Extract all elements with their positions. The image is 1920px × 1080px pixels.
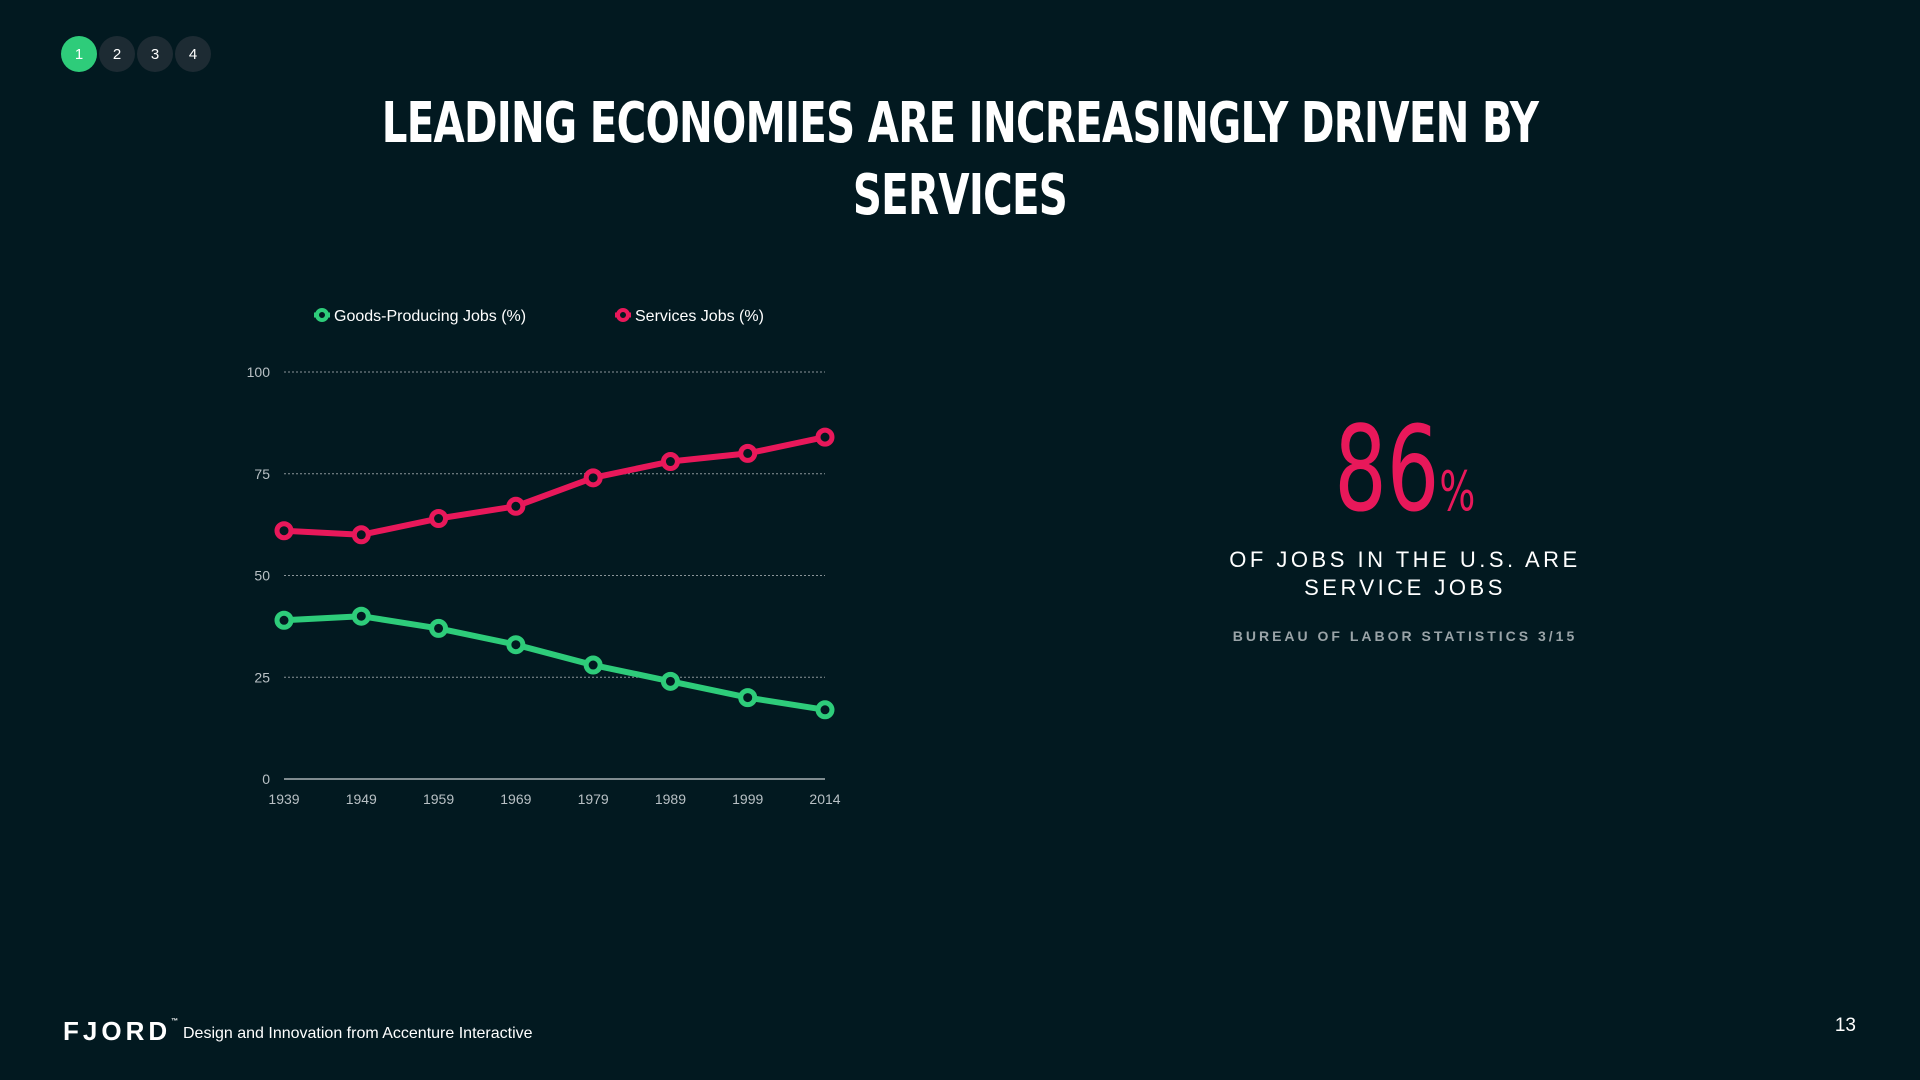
- data-point: [351, 606, 371, 626]
- x-tick-label: 1989: [655, 791, 686, 807]
- x-tick-label: 2014: [809, 791, 840, 807]
- stat-caption-line-1: OF JOBS IN THE U.S. ARE: [1229, 547, 1581, 572]
- footer-tagline: Design and Innovation from Accenture Int…: [183, 1025, 533, 1042]
- stat-caption-line-2: SERVICE JOBS: [1304, 575, 1506, 600]
- stat-block: 86% OF JOBS IN THE U.S. ARE SERVICE JOBS…: [1205, 410, 1605, 644]
- data-point: [429, 618, 449, 638]
- y-tick-label: 50: [254, 568, 270, 584]
- y-tick-label: 100: [247, 364, 271, 380]
- series-line-0: [281, 613, 828, 713]
- data-point: [815, 700, 835, 720]
- series-line-1: [281, 434, 828, 538]
- data-point: [660, 452, 680, 472]
- data-point: [738, 688, 758, 708]
- stat-number: 86: [1334, 400, 1440, 538]
- data-point: [660, 671, 680, 691]
- y-tick-label: 25: [254, 669, 270, 685]
- x-tick-label: 1979: [578, 791, 609, 807]
- y-tick-label: 0: [262, 771, 270, 787]
- page-number: 13: [1834, 1015, 1856, 1036]
- fjord-logo: FJORD™: [63, 1016, 178, 1047]
- data-point: [506, 496, 526, 516]
- pager-dot-1[interactable]: 1: [61, 36, 97, 72]
- data-point: [429, 509, 449, 529]
- data-point: [583, 468, 603, 488]
- stat-source: BUREAU OF LABOR STATISTICS 3/15: [1232, 628, 1578, 644]
- x-tick-label: 1999: [732, 791, 763, 807]
- fjord-logo-trademark: ™: [171, 1018, 179, 1025]
- y-tick-label: 75: [254, 466, 270, 482]
- legend-label: Goods-Producing Jobs (%): [334, 308, 526, 325]
- data-point: [274, 610, 294, 630]
- data-point: [738, 443, 758, 463]
- data-point: [506, 635, 526, 655]
- slide-pager: 1 2 3 4: [61, 36, 211, 72]
- x-tick-label: 1959: [423, 791, 454, 807]
- pager-dot-2[interactable]: 2: [99, 36, 135, 72]
- stat-caption: OF JOBS IN THE U.S. ARE SERVICE JOBS: [1205, 546, 1605, 602]
- x-tick-label: 1969: [500, 791, 531, 807]
- pager-dot-3[interactable]: 3: [137, 36, 173, 72]
- data-point: [583, 655, 603, 675]
- x-tick-label: 1939: [268, 791, 299, 807]
- stat-figure: 86%: [1334, 410, 1475, 528]
- pager-dot-4[interactable]: 4: [175, 36, 211, 72]
- stat-unit: %: [1439, 460, 1476, 523]
- slide-title: LEADING ECONOMIES ARE INCREASINGLY DRIVE…: [381, 91, 1539, 228]
- data-point: [815, 427, 835, 447]
- x-tick-label: 1949: [346, 791, 377, 807]
- legend-swatch-marker: [616, 308, 630, 322]
- fjord-logo-text: FJORD: [63, 1016, 172, 1046]
- data-point: [351, 525, 371, 545]
- legend-label: Services Jobs (%): [635, 308, 764, 325]
- legend-swatch-marker: [315, 308, 329, 322]
- data-point: [274, 521, 294, 541]
